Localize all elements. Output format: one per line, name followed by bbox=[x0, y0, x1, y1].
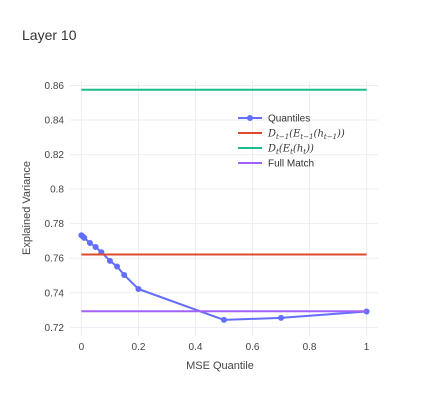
x-tick-label: 1 bbox=[364, 342, 370, 353]
series-0 bbox=[78, 232, 370, 323]
data-point[interactable] bbox=[363, 308, 370, 315]
data-point[interactable] bbox=[221, 316, 227, 323]
legend-item[interactable]: Quantiles bbox=[238, 114, 310, 125]
data-point[interactable] bbox=[106, 257, 113, 264]
legend[interactable]: Quantiles Dt−1(Et−1(ht−1)) Dt(Et(ht)) Full … bbox=[238, 114, 345, 170]
legend-label: Full Match bbox=[268, 159, 314, 170]
data-point[interactable] bbox=[121, 272, 128, 279]
legend-label: Quantiles bbox=[268, 114, 310, 125]
data-point[interactable] bbox=[86, 240, 93, 247]
data-point[interactable] bbox=[114, 263, 121, 270]
x-tick-label: 0.2 bbox=[131, 342, 145, 353]
y-tick-label: 0.76 bbox=[45, 254, 65, 265]
x-axis-title: MSE Quantile bbox=[186, 360, 254, 372]
x-tick-label: 0.6 bbox=[246, 342, 260, 353]
x-tick-label: 0 bbox=[79, 342, 85, 353]
legend-item[interactable]: Dt−1(Et−1(ht−1)) bbox=[238, 129, 345, 142]
y-tick-label: 0.78 bbox=[45, 219, 65, 230]
y-tick-label: 0.72 bbox=[45, 323, 65, 334]
data-point[interactable] bbox=[278, 314, 285, 321]
legend-item[interactable]: Full Match bbox=[238, 159, 314, 170]
legend-label: Dt(Et(ht)) bbox=[267, 144, 314, 157]
y-tick-label: 0.74 bbox=[45, 288, 65, 299]
legend-marker bbox=[247, 115, 253, 121]
y-tick-label: 0.84 bbox=[45, 116, 65, 127]
data-point[interactable] bbox=[92, 244, 99, 251]
data-point[interactable] bbox=[81, 234, 88, 241]
data-point[interactable] bbox=[135, 286, 142, 293]
y-tick-label: 0.82 bbox=[45, 150, 65, 161]
y-tick-label: 0.8 bbox=[50, 185, 64, 196]
y-axis-title: Explained Variance bbox=[21, 161, 33, 255]
legend-label: Dt−1(Et−1(ht−1)) bbox=[267, 129, 345, 142]
x-tick-label: 0.8 bbox=[303, 342, 317, 353]
y-axis-ticks: 0.72 0.74 0.76 0.78 0.8 0.82 0.84 0.86 bbox=[45, 81, 65, 334]
x-tick-label: 0.4 bbox=[189, 342, 203, 353]
chart-title: Layer 10 bbox=[22, 27, 77, 43]
series-layer bbox=[78, 88, 370, 323]
legend-item[interactable]: Dt(Et(ht)) bbox=[238, 144, 314, 157]
grid bbox=[70, 82, 378, 336]
y-tick-label: 0.86 bbox=[45, 81, 65, 92]
x-axis-ticks: 0 0.2 0.4 0.6 0.8 1 bbox=[79, 342, 370, 353]
